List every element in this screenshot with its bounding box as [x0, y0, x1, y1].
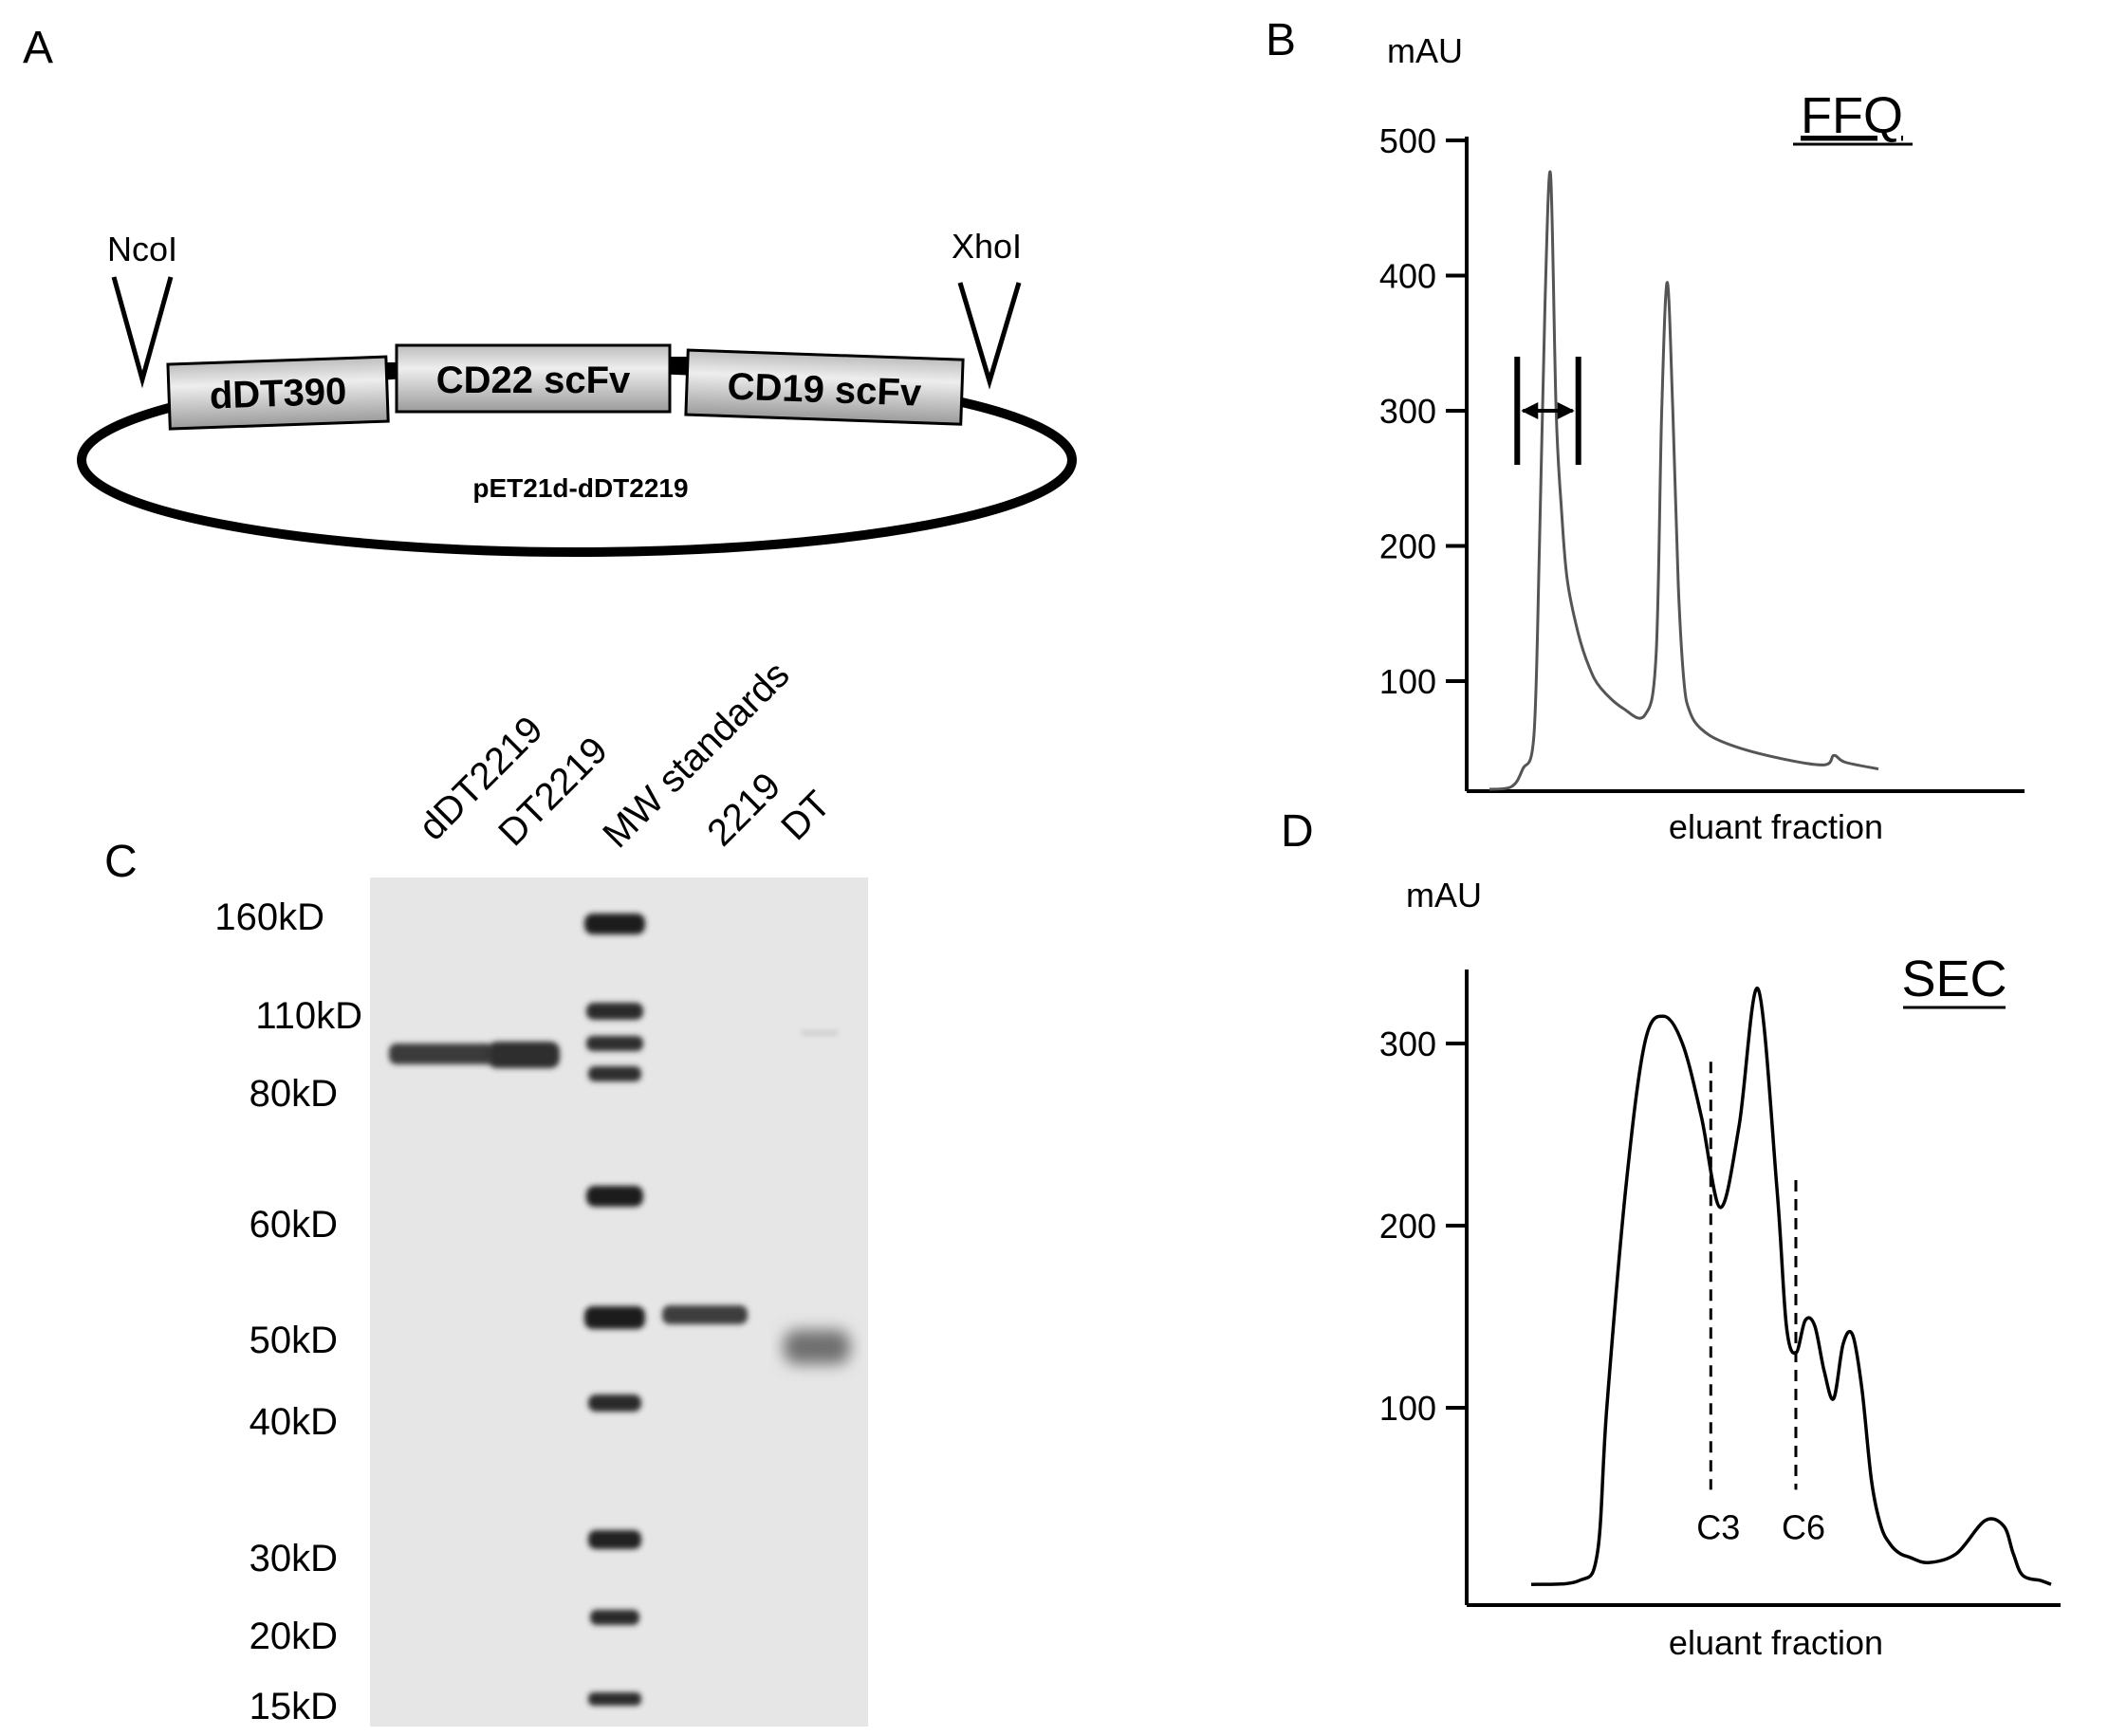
mw-label-20: 20kD: [250, 1616, 338, 1657]
sec-ticks: 300 200 100: [1379, 1025, 1467, 1428]
sec-marker-label-c6: C6: [1782, 1507, 1825, 1546]
panel-a-letter: A: [23, 23, 53, 73]
mw-label-30: 30kD: [250, 1538, 338, 1579]
ladder: [584, 914, 645, 1706]
ffq-ylabel: mAU: [1387, 31, 1463, 70]
sec-tick-label-300: 300: [1379, 1025, 1436, 1063]
band-dt-faint: [801, 1030, 839, 1036]
block-cd22: CD22 scFv: [395, 343, 672, 414]
block-ddt390: dDT390: [166, 355, 390, 431]
mw-label-60: 60kD: [250, 1204, 338, 1246]
mw-label-110: 110kD: [255, 995, 362, 1037]
mw-label-80: 80kD: [250, 1073, 338, 1115]
ffq-bracket: [1514, 357, 1581, 465]
plasmid-label: pET21d-dDT2219: [472, 473, 688, 503]
mw-label-160: 160kD: [214, 896, 324, 938]
sec-marker-label-c3: C3: [1696, 1507, 1740, 1546]
ncoi-label: NcoI: [107, 230, 177, 268]
mw-label-50: 50kD: [250, 1320, 338, 1361]
ffq-tick-label-400: 400: [1379, 257, 1436, 296]
ffq-tick-label-200: 200: [1379, 527, 1436, 566]
panel-b-letter: B: [1266, 15, 1296, 65]
band-ddt2219: [389, 1043, 493, 1064]
block-cd19: CD19 scFv: [684, 348, 965, 426]
ffq-axes: [1465, 137, 2025, 793]
block-ddt390-label: dDT390: [209, 371, 347, 417]
band-dt2219: [488, 1042, 560, 1068]
ffq-tick-label-300: 300: [1379, 392, 1436, 431]
sec-ylabel: mAU: [1406, 876, 1482, 914]
ffq-tick-label-100: 100: [1379, 662, 1436, 701]
ffq-title: FFQ: [1801, 87, 1903, 144]
ffq-xlabel: eluant fraction: [1669, 807, 1883, 846]
band-2219: [662, 1305, 748, 1324]
sec-axes: [1465, 970, 2061, 1607]
sec-xlabel: eluant fraction: [1669, 1623, 1883, 1662]
band-dt: [784, 1330, 850, 1364]
plasmid-diagram: NcoI XhoI dDT390 CD22 scFv CD19 scFv pET…: [77, 227, 1077, 557]
panel-d-letter: D: [1281, 806, 1314, 857]
ffq-tick-label-500: 500: [1379, 121, 1436, 160]
ncoi-site-marker: [111, 276, 174, 389]
lane-labels: dDT2219 DT2219 MW standards 2219 DT: [411, 654, 839, 856]
gel-image: [370, 877, 868, 1727]
ffq-ticks: 500 400 300 200 100: [1379, 121, 1467, 701]
mw-label-15: 15kD: [250, 1686, 338, 1727]
sec-title: SEC: [1901, 951, 2006, 1007]
block-cd19-label: CD19 scFv: [727, 366, 923, 415]
sec-markers: C3 C6: [1696, 1062, 1825, 1546]
xhoi-label: XhoI: [952, 227, 1022, 266]
mw-labels: 160kD 110kD 80kD 60kD 50kD 40kD 30kD 20k…: [214, 896, 362, 1727]
sec-tick-label-100: 100: [1379, 1389, 1436, 1428]
lane-label-2219: 2219: [699, 765, 788, 854]
ffq-series-line: [1489, 170, 1879, 791]
sec-series-line: [1530, 987, 2052, 1586]
xhoi-site-marker: [957, 282, 1022, 390]
block-cd22-label: CD22 scFv: [436, 360, 631, 401]
sec-tick-label-200: 200: [1379, 1207, 1436, 1246]
lane-label-mw-standards: MW standards: [595, 654, 797, 856]
ffq-arrowhead-left: [1521, 402, 1539, 419]
panel-c-letter: C: [104, 837, 138, 887]
ffq-arrowhead-right: [1557, 402, 1575, 419]
mw-label-40: 40kD: [250, 1401, 338, 1443]
